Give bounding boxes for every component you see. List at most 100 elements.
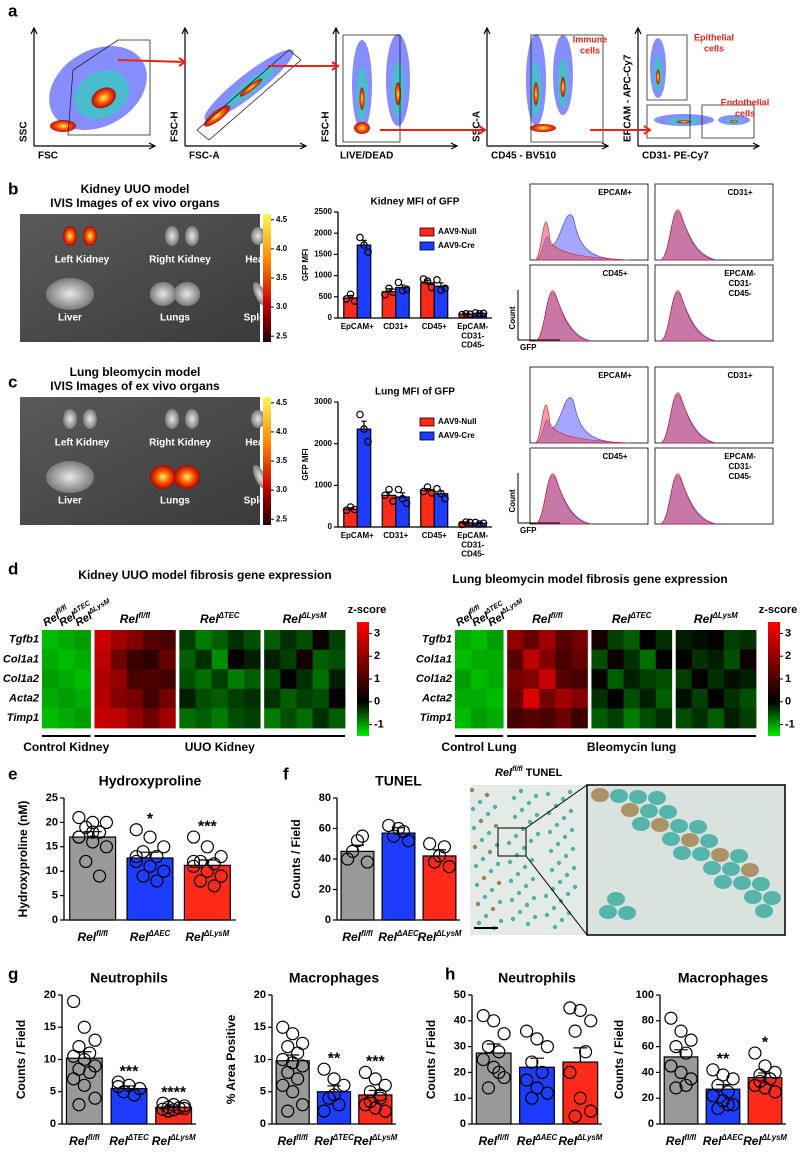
tissue-cell — [492, 804, 498, 810]
organ-label: Lungs — [160, 496, 190, 507]
data-point — [207, 857, 221, 871]
heatmap-cell — [623, 708, 641, 729]
heatmap-cell — [691, 630, 709, 650]
heatmap-cell — [143, 708, 160, 729]
y-axis-label: Hydroxyproline (nM) — [16, 801, 30, 918]
data-point — [584, 1104, 598, 1118]
flow-core — [533, 82, 539, 106]
bar — [126, 857, 174, 921]
organ-label: Right Kidney — [149, 438, 211, 449]
x-tick-label: EpCAM- — [457, 322, 488, 331]
data-point — [563, 1001, 577, 1015]
data-point — [345, 844, 360, 858]
rel-sup: ΔAEC — [396, 929, 419, 938]
data-point — [327, 1072, 341, 1086]
colorbar-tick-label: -1 — [785, 719, 795, 731]
colorbar-tick-label: 4.5 — [276, 215, 288, 224]
data-point — [342, 295, 351, 303]
legend-label: AAV9-Cre — [438, 241, 475, 250]
data-point — [721, 1098, 735, 1112]
tissue-cell — [730, 849, 748, 863]
tissue-cell — [549, 867, 555, 873]
data-point — [67, 994, 81, 1009]
bar — [343, 297, 358, 319]
y-tick-label: 40 — [642, 1066, 654, 1078]
heatmap-cell — [607, 649, 624, 670]
organ — [185, 226, 199, 246]
heatmap-cell — [280, 708, 297, 729]
heatmap-cell — [74, 708, 91, 729]
gate-label: cells — [704, 43, 724, 53]
significance: *** — [120, 1063, 139, 1080]
data-point — [356, 410, 364, 419]
heatmap-cell — [211, 649, 229, 670]
y-tick-label: 20 — [44, 989, 56, 1001]
heatmap-cell — [264, 708, 281, 729]
panel-letter: b — [8, 179, 18, 198]
data-point — [402, 499, 411, 508]
flow-gate — [342, 34, 401, 143]
tissue-cell — [531, 895, 537, 901]
flow-y-label: FSC-H — [321, 111, 332, 142]
data-point — [337, 1078, 351, 1092]
data-point — [530, 1032, 544, 1046]
tissue-cell — [648, 791, 666, 805]
bar — [422, 855, 457, 921]
data-point — [664, 1059, 678, 1073]
flow-core — [730, 120, 738, 123]
significance: * — [762, 1034, 769, 1051]
heatmap-cell — [227, 688, 245, 709]
rel-label: RelΔTEC — [612, 611, 652, 626]
heatmap-cell — [42, 708, 59, 729]
heatmap-cell — [211, 708, 229, 729]
flow-core — [91, 87, 116, 109]
row-label: Tgfb1 — [422, 634, 452, 646]
flow-arrow — [380, 125, 487, 135]
tissue-cell — [532, 914, 538, 920]
heatmap-cell — [110, 630, 128, 650]
rel-base: Rel — [152, 1134, 171, 1148]
y-axis-label: Counts / Field — [289, 819, 303, 898]
x-tick-label: CD31+ — [383, 531, 408, 540]
tissue-cell — [494, 842, 500, 848]
heatmap-cell — [211, 669, 229, 690]
bar — [69, 836, 117, 921]
histogram-label: CD31+ — [727, 371, 752, 380]
rel-label: Relfl/fl — [478, 1133, 509, 1148]
data-point — [398, 494, 407, 503]
organ — [173, 465, 201, 489]
ivis-image — [20, 214, 260, 342]
data-point — [136, 845, 150, 859]
data-point — [83, 1065, 97, 1080]
y-tick-label: 5 — [52, 890, 58, 902]
rel-label: Relfl/fl — [120, 611, 151, 626]
x-tick-label: EpCAM+ — [341, 322, 374, 331]
group-label: Bleomycin lung — [587, 740, 676, 754]
zoom-box — [497, 827, 527, 857]
flow-x-label: LIVE/DEAD — [340, 151, 393, 162]
tissue-cell — [607, 892, 625, 906]
histogram-label: CD45- — [728, 472, 751, 481]
flow-core — [395, 82, 401, 106]
flow-x-label: CD31- PE-Cy7 — [642, 151, 709, 162]
bar — [433, 285, 449, 319]
tissue-cell — [681, 833, 699, 847]
data-point — [161, 1104, 175, 1118]
heatmap-cell — [126, 669, 144, 690]
heatmap-cell — [312, 708, 330, 729]
heatmap-cell — [159, 669, 176, 690]
histogram-red — [534, 404, 631, 444]
tissue-cell — [510, 916, 516, 922]
y-tick-label: 15 — [254, 1021, 266, 1033]
heatmap-cell — [244, 688, 261, 709]
organ — [63, 409, 77, 429]
rel-label: RelΔAEC — [130, 929, 171, 944]
rel-sup: ΔAEC — [147, 929, 170, 938]
heatmap-cell — [471, 649, 488, 670]
data-point — [563, 1065, 577, 1080]
data-point — [156, 1102, 170, 1116]
x-tick-label: CD45+ — [422, 322, 447, 331]
row-label: Col1a2 — [3, 673, 39, 685]
heatmap-cell — [244, 708, 261, 729]
heatmap-cell — [507, 708, 524, 729]
